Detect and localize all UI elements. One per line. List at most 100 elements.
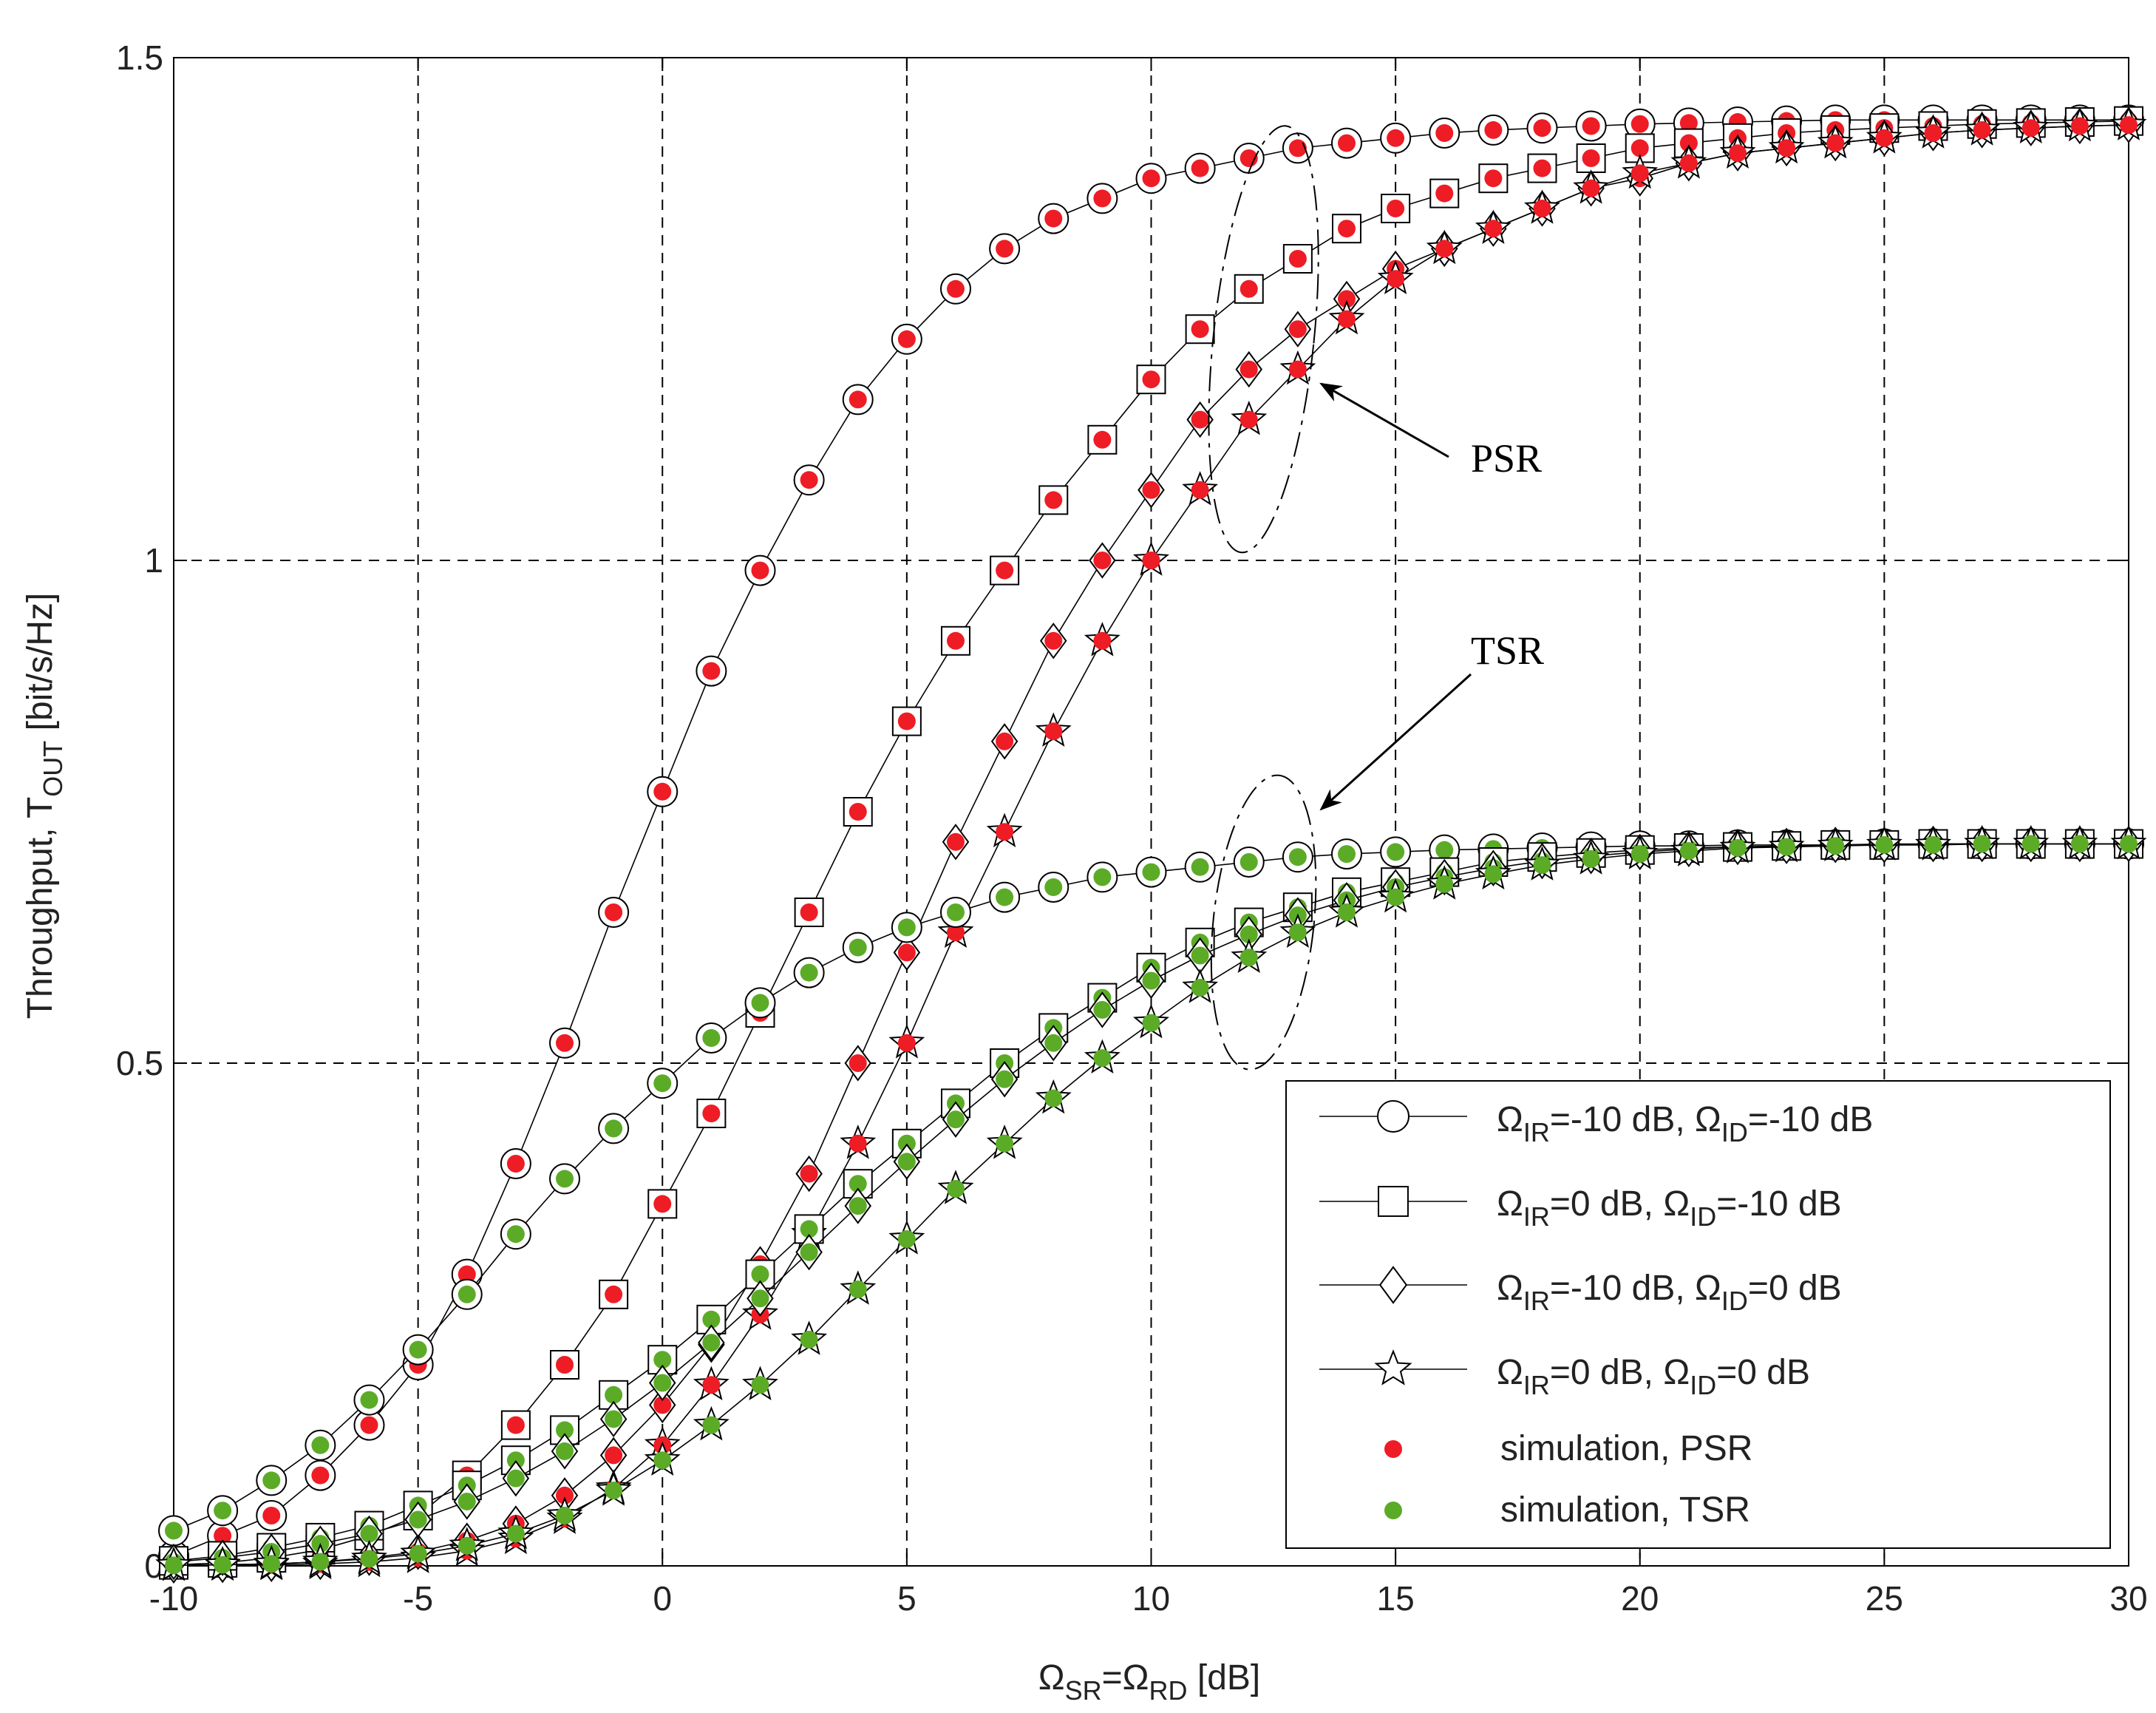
simulation-point xyxy=(262,1555,281,1573)
simulation-point xyxy=(653,1351,672,1369)
annotations: PSR TSR xyxy=(1208,125,1544,1071)
simulation-point xyxy=(751,1376,769,1394)
simulation-point xyxy=(1679,842,1698,861)
simulation-point xyxy=(947,279,965,298)
simulation-point xyxy=(751,561,769,580)
simulation-point xyxy=(849,390,867,409)
simulation-point xyxy=(2021,835,2040,853)
simulation-point xyxy=(1191,979,1209,997)
simulation-point xyxy=(849,803,867,821)
simulation-point xyxy=(1582,117,1600,135)
simulation-point xyxy=(360,1416,378,1434)
y-tick-label: 1.5 xyxy=(116,38,163,77)
simulation-point xyxy=(1044,878,1063,896)
simulation-point xyxy=(702,1416,721,1434)
data-point-marker xyxy=(891,706,922,736)
simulation-point xyxy=(556,1442,574,1460)
x-tick-label: -5 xyxy=(403,1579,433,1618)
simulation-point xyxy=(653,1374,672,1392)
simulation-point xyxy=(702,662,721,680)
simulation-point xyxy=(702,1105,721,1122)
simulation-point xyxy=(996,1070,1014,1088)
tsr-annotation-label: TSR xyxy=(1471,628,1544,673)
simulation-point xyxy=(702,1334,721,1352)
legend-marker-dot-red xyxy=(1384,1440,1402,1458)
simulation-point xyxy=(1288,139,1307,157)
simulation-point xyxy=(702,1310,721,1329)
simulation-point xyxy=(1044,1034,1063,1052)
simulation-point xyxy=(1826,837,1845,855)
data-point-marker xyxy=(1234,274,1264,304)
simulation-point xyxy=(409,1544,427,1563)
legend: ΩIR=-10 dB, ΩID=-10 dB ΩIR=0 dB, ΩID=-10… xyxy=(1285,1080,2111,1549)
simulation-point xyxy=(1778,838,1796,856)
simulation-point xyxy=(1044,491,1063,509)
simulation-point xyxy=(653,782,672,801)
simulation-point xyxy=(1191,320,1209,339)
simulation-point xyxy=(1044,631,1063,650)
simulation-point xyxy=(1729,144,1747,163)
simulation-point xyxy=(506,1225,525,1244)
simulation-point xyxy=(1387,270,1405,288)
simulation-point xyxy=(2021,119,2040,138)
legend-label-5: simulation, PSR xyxy=(1500,1429,1752,1468)
x-axis-title: ΩSR=ΩRD [dB] xyxy=(1038,1658,1261,1706)
simulation-point xyxy=(751,1265,769,1283)
simulation-point xyxy=(1582,179,1600,197)
simulation-point xyxy=(996,240,1014,258)
simulation-point xyxy=(1093,631,1112,650)
simulation-point xyxy=(458,1285,476,1303)
simulation-point xyxy=(1533,119,1551,138)
simulation-point xyxy=(751,1289,769,1308)
simulation-point xyxy=(897,1153,916,1171)
simulation-point xyxy=(1435,124,1454,142)
simulation-point xyxy=(897,1034,916,1052)
simulation-point xyxy=(849,1197,867,1215)
simulation-point xyxy=(1729,838,1747,857)
simulation-point xyxy=(1239,949,1258,967)
legend-box xyxy=(1285,1080,2111,1549)
legend-marker-square xyxy=(1378,1186,1409,1217)
simulation-point xyxy=(458,1492,476,1510)
simulation-point xyxy=(262,1507,281,1524)
simulation-point xyxy=(1435,841,1454,859)
simulation-point xyxy=(556,1486,574,1505)
data-point-marker xyxy=(1429,178,1460,208)
x-tick-label: 10 xyxy=(1132,1579,1170,1618)
simulation-point xyxy=(1435,240,1454,258)
simulation-point xyxy=(800,1220,818,1238)
psr-annotation-arrow xyxy=(1319,382,1449,458)
simulation-point xyxy=(1338,134,1356,152)
simulation-point xyxy=(360,1391,378,1409)
simulation-point xyxy=(800,1331,818,1349)
simulation-point xyxy=(605,1482,623,1499)
simulation-point xyxy=(311,1436,330,1454)
simulation-point xyxy=(1630,139,1649,157)
simulation-point xyxy=(996,823,1014,841)
simulation-point xyxy=(1338,903,1356,921)
simulation-point xyxy=(1093,552,1112,569)
simulation-point xyxy=(751,994,769,1012)
x-tick-label: 30 xyxy=(2109,1579,2147,1618)
simulation-point xyxy=(605,1119,623,1138)
simulation-point xyxy=(1924,835,1942,854)
simulation-point xyxy=(996,1134,1014,1153)
simulation-point xyxy=(165,1556,183,1575)
legend-marker-star xyxy=(1374,1349,1412,1385)
simulation-point xyxy=(262,1471,281,1490)
simulation-point xyxy=(1142,552,1160,569)
simulation-point xyxy=(556,1356,574,1374)
simulation-point xyxy=(409,1510,427,1529)
simulation-point xyxy=(897,1230,916,1248)
simulation-point xyxy=(1582,149,1600,167)
simulation-point xyxy=(1288,360,1307,379)
simulation-point xyxy=(947,923,965,942)
data-point-marker xyxy=(1136,364,1166,395)
simulation-point xyxy=(556,1170,574,1188)
y-axis-title: Throughput, TOUT [bit/s/Hz] xyxy=(21,593,68,1020)
simulation-point xyxy=(1239,925,1258,943)
simulation-point xyxy=(360,1524,378,1543)
legend-label-3: ΩIR=-10 dB, ΩID=0 dB xyxy=(1497,1269,1842,1316)
simulation-point xyxy=(360,1550,378,1568)
simulation-point xyxy=(1288,320,1307,339)
